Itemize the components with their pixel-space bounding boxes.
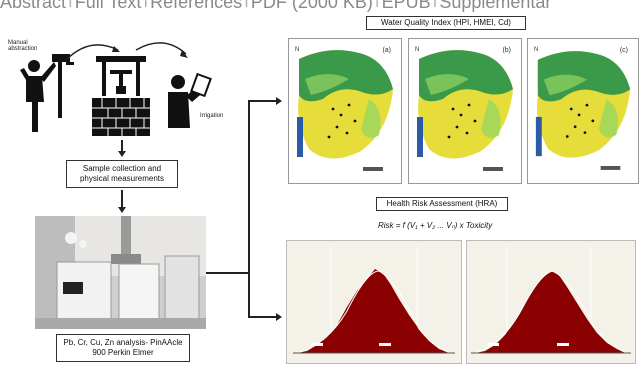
map-panel-b: N (b) [408,38,522,184]
nav-pdf-link[interactable]: PDF (2000 KB) [250,0,373,12]
map-panel-a: N (a) [288,38,402,184]
branch-to-histograms [248,316,276,318]
histogram-1 [293,247,455,354]
risk-formula: Risk = f (V₁ + V₂ ... Vₙ) x Toxicity [378,221,493,230]
nav-references-link[interactable]: References [150,0,243,12]
arrowhead-to-histograms [276,313,282,321]
map-label-a: (a) [382,47,391,54]
health-risk-assessment-box: Health Risk Assessment (HRA) [376,197,508,211]
histogram-2 [471,247,631,354]
irrigation-label: Irrigation [200,113,224,119]
well-illustration [92,56,150,136]
laboratory-photo [35,216,206,329]
manual-abstraction-illustration [20,54,74,132]
arrowhead-to-analysis [118,207,126,213]
manual-abstraction-label: Manual abstraction [8,40,38,52]
map-b [417,50,513,171]
north-arrow-icon: N [295,47,300,53]
histogram-panel-2 [466,240,636,364]
arrow-to-sample [121,140,123,152]
branch-horizontal [206,272,248,274]
north-arrow-icon: N [534,47,539,53]
nav-abstract-link[interactable]: Abstract [0,0,67,12]
nav-supplementary-link[interactable]: Supplementar [439,0,552,12]
map-label-b: (b) [502,47,511,54]
flow-curved-arrows [65,42,188,61]
arrowhead-to-maps [276,97,282,105]
branch-to-maps [248,100,276,102]
map-panel-c: N (c) [527,38,639,184]
arrow-to-analysis [121,190,123,208]
nav-epub-link[interactable]: EPUB [381,0,431,12]
irrigation-person-illustration [168,72,212,128]
north-arrow-icon: N [415,47,420,53]
sample-collection-box: Sample collection and physical measureme… [66,160,178,188]
map-label-c: (c) [619,47,628,54]
analysis-box: Pb, Cr, Cu, Zn analysis- PinAAcle 900 Pe… [56,334,190,362]
map-c [535,51,631,170]
branch-vertical [248,100,250,316]
article-nav-bar: Abstract|Full Text|References|PDF (2000 … [0,0,641,14]
map-a [297,50,393,171]
water-quality-index-box: Water Quality Index (HPI, HMEI, Cd) [366,16,526,30]
arrowhead-to-sample [118,151,126,157]
nav-full-text-link[interactable]: Full Text [74,0,142,12]
histogram-panel-1 [286,240,462,364]
